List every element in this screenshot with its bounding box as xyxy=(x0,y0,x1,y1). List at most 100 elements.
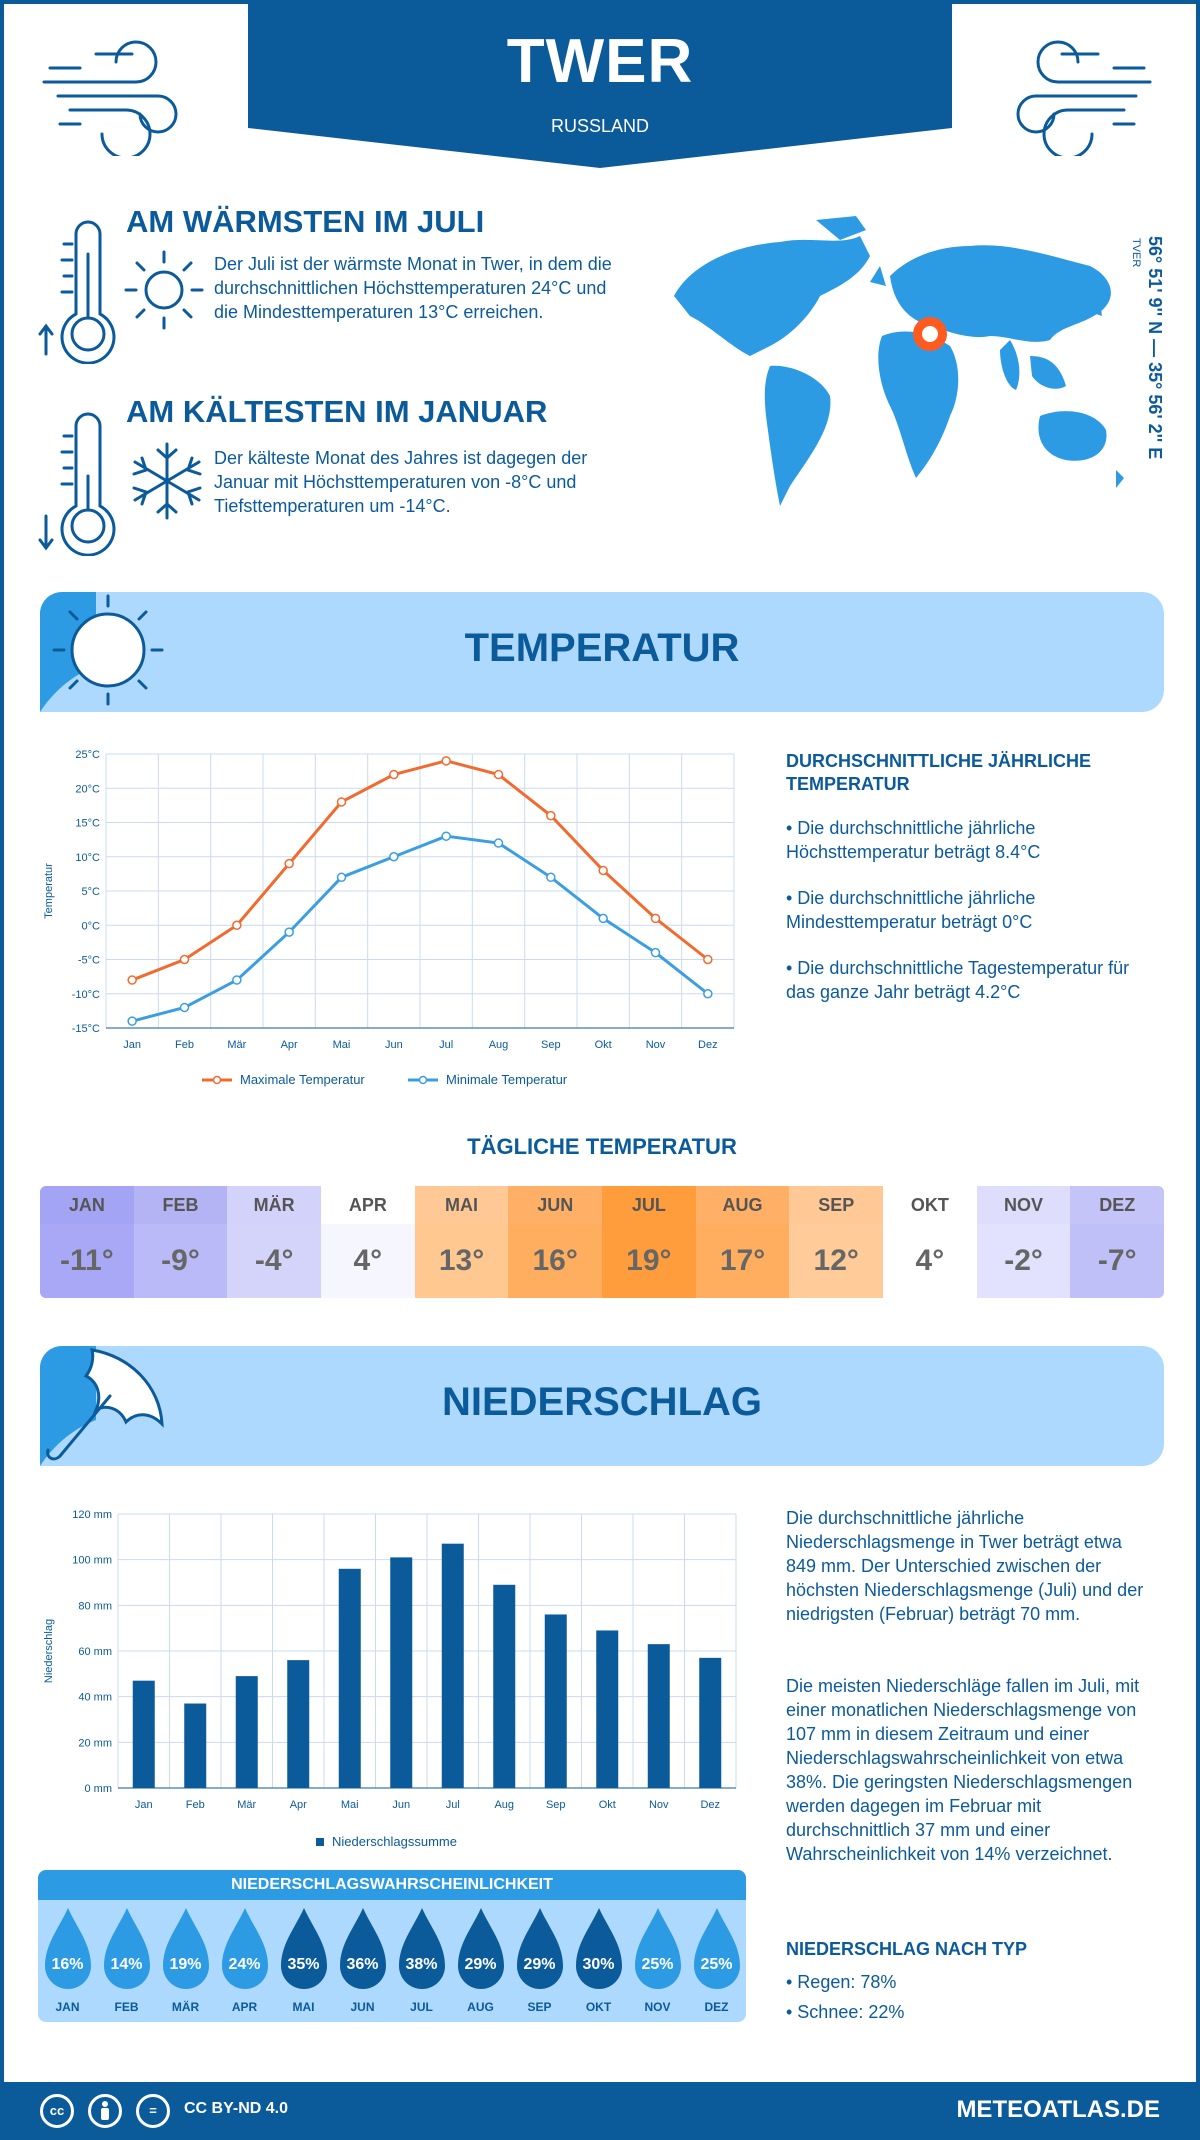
daily-cell: OKT 4° xyxy=(883,1186,977,1298)
daily-month: MÄR xyxy=(227,1186,322,1224)
equal-icon: = xyxy=(136,2094,170,2128)
raindrop-icon xyxy=(44,1908,91,1989)
y-axis-label: Temperatur xyxy=(43,863,55,919)
precip-bar xyxy=(338,1568,361,1788)
probability-drop: 25% NOV xyxy=(631,1906,685,2022)
temperature-chart: -15°C -10°C -5°C 0°C 5°C 10°C 15°C 20°C 25°C Jan F… xyxy=(43,749,735,1087)
raindrop-icon xyxy=(162,1908,209,1989)
site-name[interactable]: METEOATLAS.DE xyxy=(956,2096,1160,2123)
x-tick-label: Nov xyxy=(649,1799,669,1811)
x-tick-label: Feb xyxy=(175,1039,194,1051)
temperature-side-heading: DURCHSCHNITTLICHE JÄHRLICHE TEMPERATUR xyxy=(786,751,1091,794)
series-line-max xyxy=(131,759,709,982)
data-point xyxy=(650,947,661,958)
legend-label: Maximale Temperatur xyxy=(240,1072,365,1087)
y-tick-label: -10°C xyxy=(72,989,100,1001)
precipitation-chart: 0 mm 20 mm 40 mm 60 mm 80 mm 100 mm 120 mm Jan F… xyxy=(43,1509,737,1849)
y-tick-label: 25°C xyxy=(75,749,100,761)
legend-label: Niederschlagssumme xyxy=(332,1834,457,1849)
probability-value: 19% xyxy=(169,1956,202,1973)
data-point xyxy=(284,927,294,937)
raindrop-icon xyxy=(516,1908,563,1989)
probability-drop: 35% MAI xyxy=(277,1906,331,2022)
probability-value: 36% xyxy=(346,1956,379,1973)
data-point xyxy=(179,1002,190,1013)
probability-drop: 29% SEP xyxy=(513,1906,567,2022)
x-tick-label: Mai xyxy=(341,1799,359,1811)
wind-icon-left xyxy=(42,40,178,156)
world-map xyxy=(674,216,1124,506)
raindrop-icon xyxy=(339,1908,386,1989)
raindrop-icon xyxy=(693,1908,740,1989)
precip-bar xyxy=(596,1630,619,1788)
y-tick-label: 60 mm xyxy=(78,1646,112,1658)
probability-value: 38% xyxy=(405,1956,438,1973)
precipitation-paragraph-1: Die durchschnittliche jährliche Niedersc… xyxy=(786,1508,1144,1624)
daily-cell: SEP 12° xyxy=(789,1186,884,1298)
thermometer-warm-icon xyxy=(38,220,116,364)
wind-icon-right xyxy=(1016,40,1152,156)
x-tick-label: Apr xyxy=(290,1799,307,1811)
y-tick-label: 80 mm xyxy=(78,1600,112,1612)
data-point xyxy=(650,913,661,924)
data-point xyxy=(336,797,347,807)
y-tick-label: 120 mm xyxy=(72,1509,112,1521)
sun-band-icon xyxy=(40,592,164,712)
probability-drop: 38% JUL xyxy=(395,1906,449,2022)
precip-bar xyxy=(544,1614,567,1788)
probability-month: MAI xyxy=(292,2000,315,2014)
daily-month: OKT xyxy=(883,1186,977,1224)
y-axis-label: Niederschlag xyxy=(43,1619,55,1683)
probability-drop: 14% FEB xyxy=(100,1906,154,2022)
x-tick-label: Mär xyxy=(237,1799,256,1811)
daily-value: 4° xyxy=(883,1224,977,1298)
umbrella-icon xyxy=(40,1346,164,1466)
y-tick-label: 15°C xyxy=(75,818,100,830)
precipitation-band xyxy=(40,1346,1164,1466)
y-tick-label: 20 mm xyxy=(78,1737,112,1749)
data-point xyxy=(493,838,504,848)
probability-month: FEB xyxy=(114,2000,139,2014)
precipitation-type-snow: • Schnee: 22% xyxy=(786,2002,905,2022)
x-tick-label: Sep xyxy=(546,1799,566,1811)
daily-month: SEP xyxy=(789,1186,884,1224)
probability-month: JUL xyxy=(410,2000,433,2014)
daily-month: APR xyxy=(321,1186,415,1224)
x-tick-label: Nov xyxy=(646,1039,666,1051)
probability-title: NIEDERSCHLAGSWAHRSCHEINLICHKEIT xyxy=(38,1870,746,1900)
country-subtitle: RUSSLAND xyxy=(550,116,650,136)
x-tick-label: Jul xyxy=(439,1039,453,1051)
daily-month: JUL xyxy=(602,1186,696,1224)
header-banner xyxy=(248,4,952,168)
daily-month: JAN xyxy=(40,1186,134,1224)
precipitation-type-rain: • Regen: 78% xyxy=(786,1972,897,1992)
sun-icon xyxy=(124,250,204,330)
daily-cell: JUL 19° xyxy=(602,1186,696,1298)
data-point xyxy=(389,852,399,862)
daily-value: -11° xyxy=(40,1224,134,1298)
data-point xyxy=(493,769,504,780)
probability-value: 29% xyxy=(464,1956,497,1973)
coordinates: 56° 51' 9'' N — 35° 56' 2'' E TVER xyxy=(1130,236,1168,476)
probability-month: DEZ xyxy=(704,2000,729,2014)
probability-month: APR xyxy=(231,2000,258,2014)
footer: cc = CC BY-ND 4.0 METEOATLAS.DE xyxy=(0,2082,1200,2140)
daily-month: AUG xyxy=(695,1186,790,1224)
cc-icon: cc xyxy=(40,2094,74,2128)
data-point xyxy=(389,769,399,780)
probability-drop: 25% DEZ xyxy=(690,1906,744,2022)
raindrop-icon xyxy=(575,1908,622,1989)
x-tick-label: Okt xyxy=(595,1039,612,1051)
x-tick-label: Sep xyxy=(541,1039,561,1051)
daily-value: 13° xyxy=(414,1224,509,1298)
probability-drop: 30% OKT xyxy=(572,1906,626,2022)
data-point xyxy=(598,865,608,876)
daily-month: DEZ xyxy=(1070,1186,1164,1224)
precipitation-type-heading: NIEDERSCHLAG NACH TYP xyxy=(786,1939,1028,1959)
daily-temperature-title: TÄGLICHE TEMPERATUR xyxy=(467,1134,737,1159)
data-point xyxy=(546,810,556,821)
x-tick-label: Jun xyxy=(385,1039,403,1051)
coldest-text: Der kälteste Monat des Jahres ist dagege… xyxy=(214,448,588,516)
probability-value: 25% xyxy=(700,1956,733,1973)
legend-marker xyxy=(212,1075,222,1085)
